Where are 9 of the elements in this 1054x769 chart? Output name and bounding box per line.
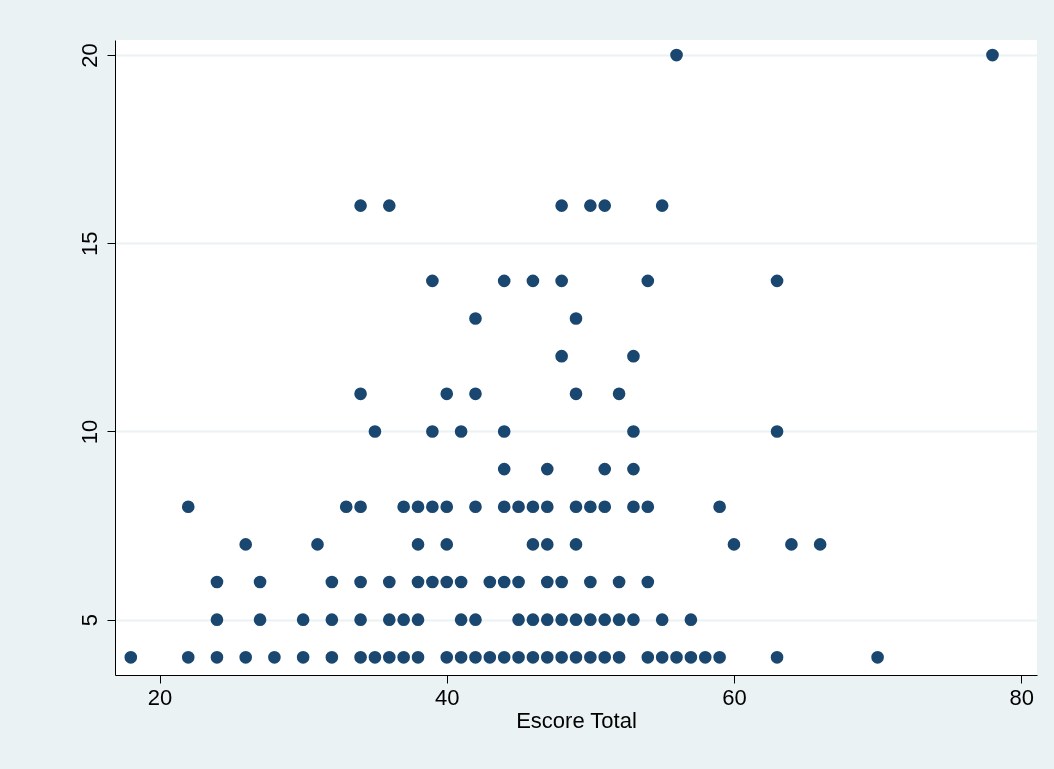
x-axis-title: Escore Total (516, 707, 637, 733)
x-tick-label: 20 (147, 684, 173, 710)
y-tick-label: 20 (76, 43, 102, 68)
y-tick-label: 10 (76, 419, 102, 445)
x-tick-label: 60 (722, 684, 747, 710)
y-tick-label: 15 (76, 231, 102, 256)
x-tick-label: 40 (435, 684, 460, 710)
y-tick-label: 5 (76, 614, 102, 627)
x-tick-label: 80 (1009, 684, 1034, 710)
